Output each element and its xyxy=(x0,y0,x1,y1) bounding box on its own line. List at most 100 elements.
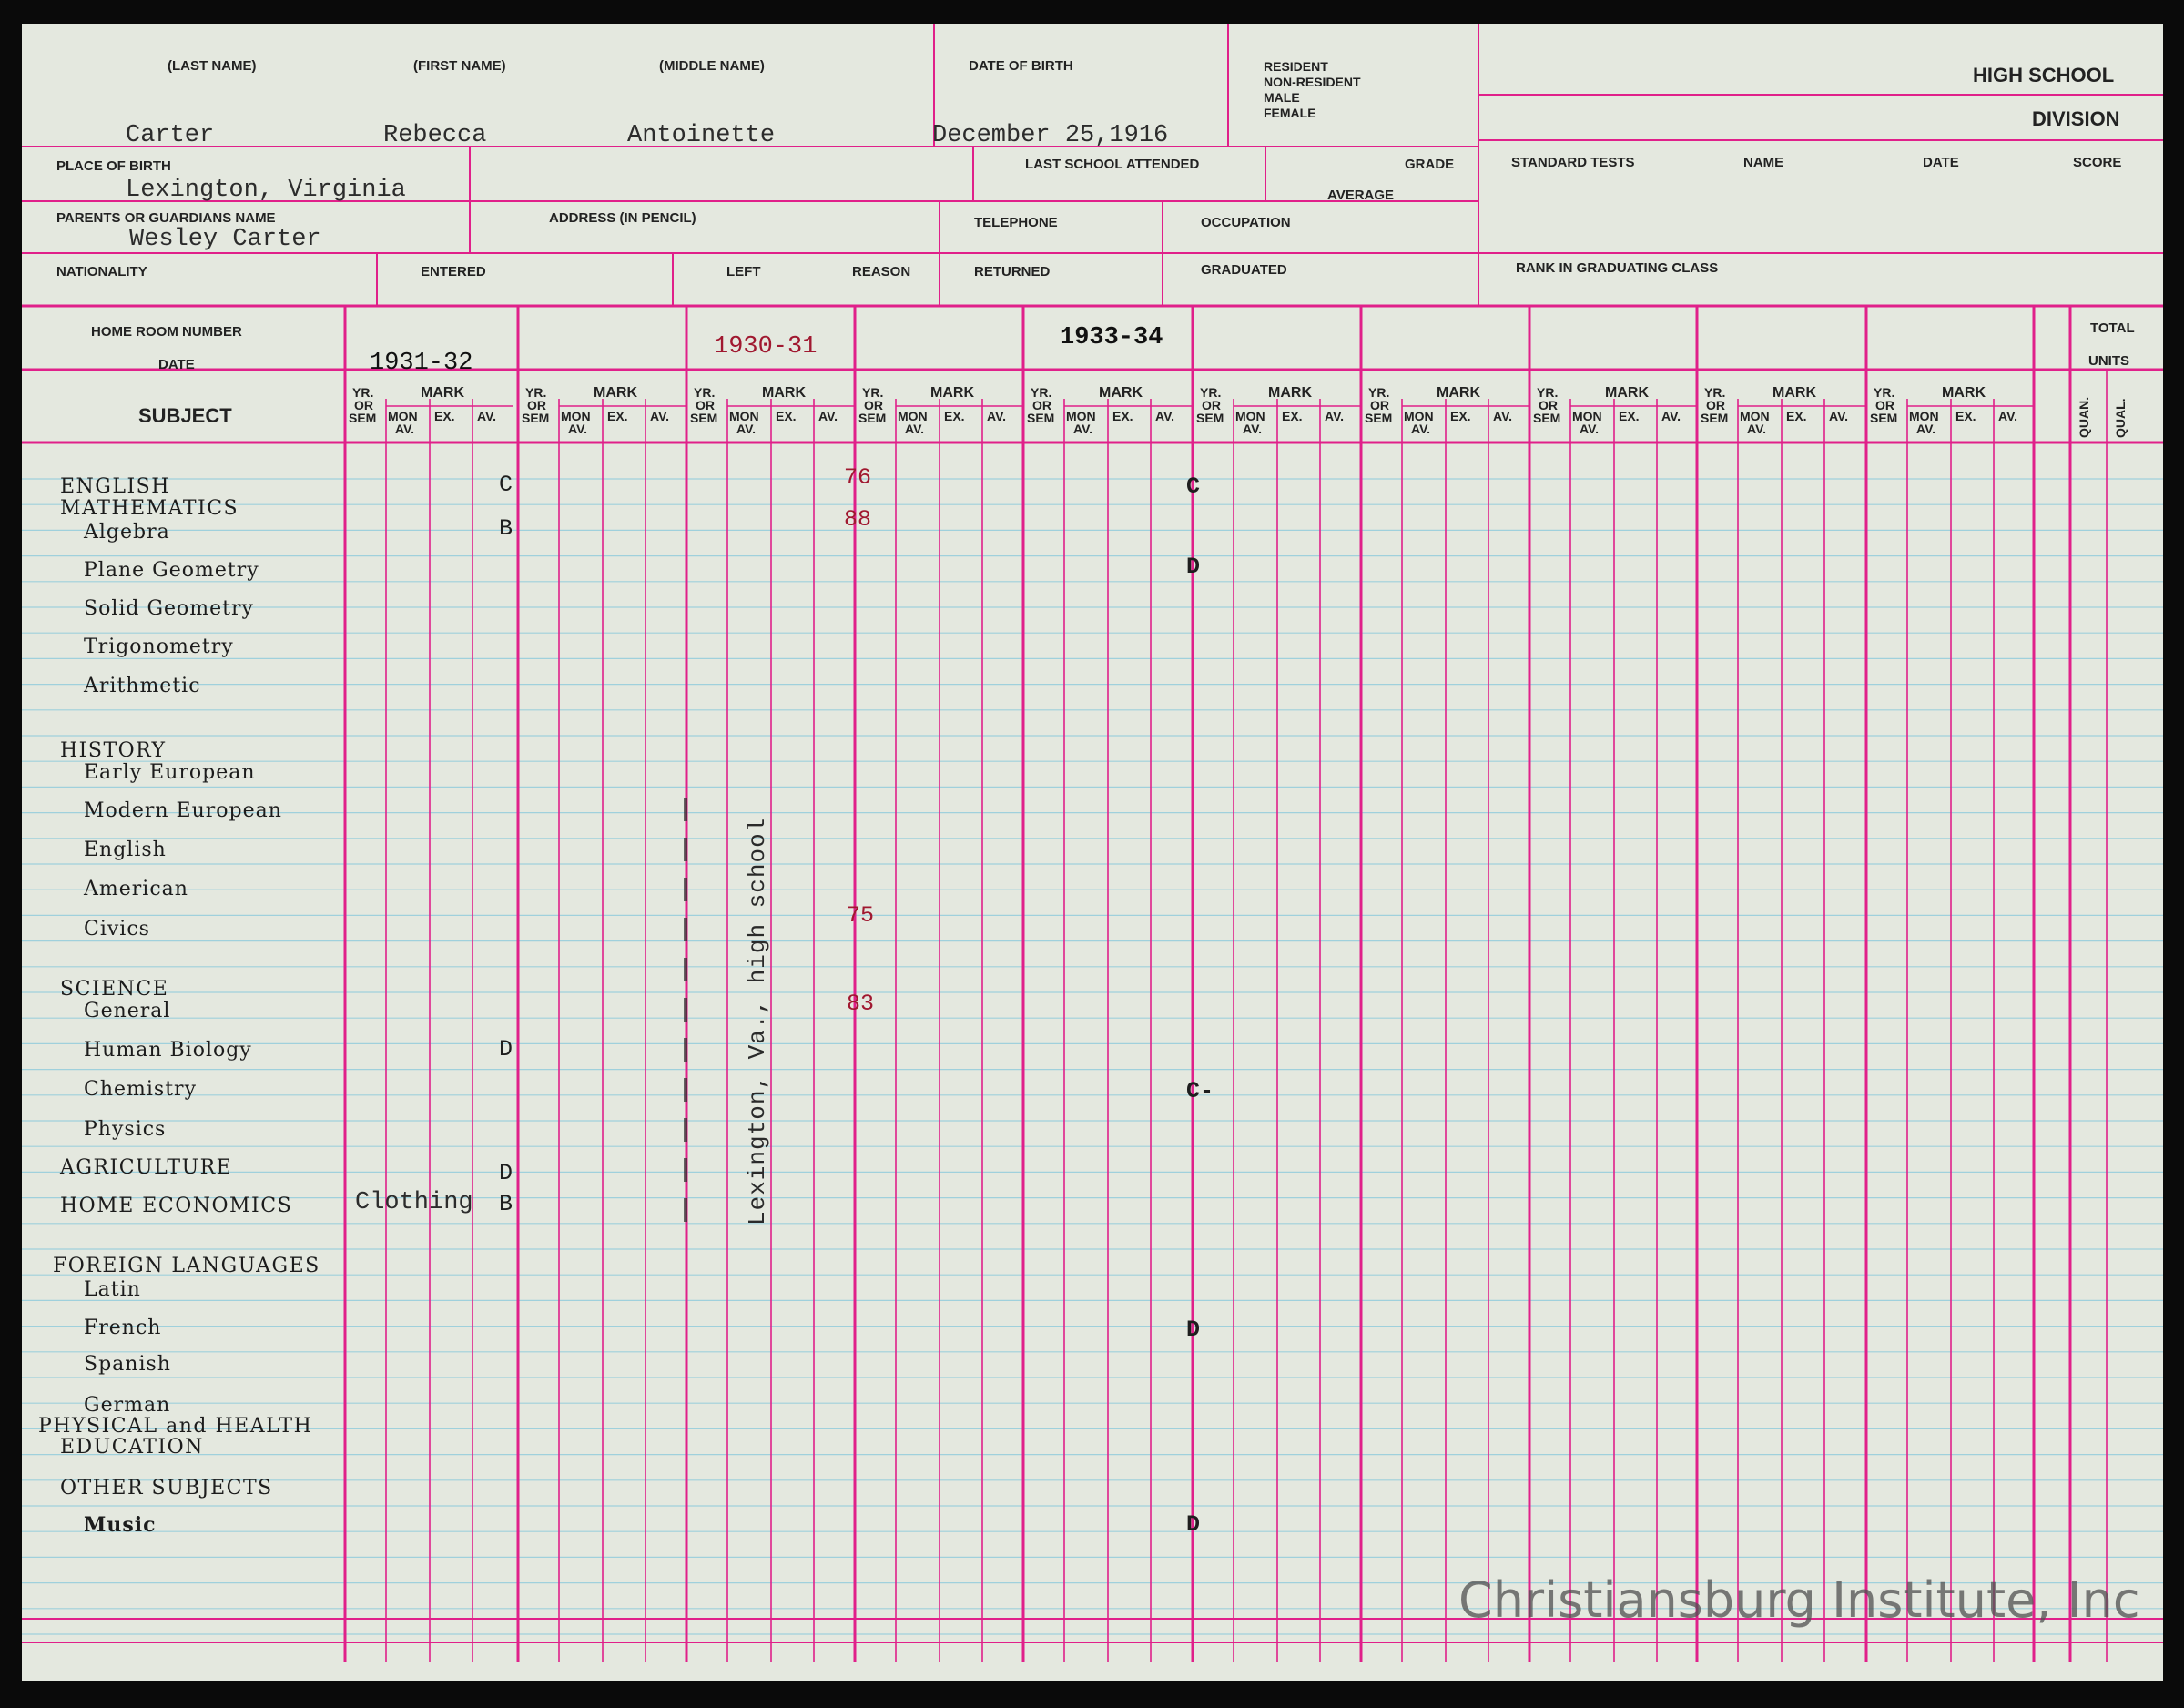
subject-label: Civics xyxy=(84,918,150,940)
col-header-mon-av: AV. xyxy=(736,422,757,436)
stamp-smudge xyxy=(684,798,687,1225)
subject-label: MATHEMATICS xyxy=(60,497,239,520)
col-header-or: OR xyxy=(354,398,373,412)
col-header-mon-av: AV. xyxy=(568,422,588,436)
col-header-yr: YR. xyxy=(1874,385,1895,400)
col-header-or: OR xyxy=(527,398,546,412)
col-header-mon: MON xyxy=(898,409,928,423)
col-header-mon-av: AV. xyxy=(1580,422,1600,436)
col-header-ex: EX. xyxy=(776,409,797,423)
col-header-mon: MON xyxy=(388,409,418,423)
col-header-mon: MON xyxy=(1909,409,1939,423)
col-header-or: OR xyxy=(1202,398,1221,412)
col-header-mon: MON xyxy=(1235,409,1265,423)
label-date-of-birth: DATE OF BIRTH xyxy=(969,58,1073,74)
label-returned: RETURNED xyxy=(974,264,1051,280)
subject-label: SCIENCE xyxy=(60,978,169,1001)
col-header-ex: EX. xyxy=(1112,409,1133,423)
col-header-sem: SEM xyxy=(522,411,550,425)
col-header-av: AV. xyxy=(1829,409,1849,423)
subject-label: PHYSICAL and HEALTH xyxy=(38,1415,313,1438)
col-header-ex: EX. xyxy=(607,409,628,423)
mark-french-1933: D xyxy=(1186,1317,1201,1343)
subject-label: American xyxy=(84,878,188,900)
col-header-or: OR xyxy=(1539,398,1558,412)
mark-home-economics-1931: B xyxy=(499,1191,513,1217)
subject-label: Physics xyxy=(84,1118,167,1141)
label-standard-tests: STANDARD TESTS xyxy=(1511,155,1635,170)
subject-label: General xyxy=(84,1000,171,1022)
label-resident: RESIDENT xyxy=(1264,59,1328,74)
mark-english-1933: C xyxy=(1186,473,1201,500)
col-header-mark: MARK xyxy=(1099,385,1143,401)
col-header-mon: MON xyxy=(729,409,759,423)
col-header-ex: EX. xyxy=(1619,409,1640,423)
col-header-mon-av: AV. xyxy=(905,422,925,436)
label-female: FEMALE xyxy=(1264,106,1316,120)
mark-human-biology-1931: D xyxy=(499,1036,513,1062)
watermark: Christiansburg Institute, Inc xyxy=(1458,1571,2140,1629)
label-first-name: (FIRST NAME) xyxy=(413,58,506,74)
col-header-mon: MON xyxy=(1066,409,1096,423)
col-header-yr: YR. xyxy=(352,385,374,400)
col-header-ex: EX. xyxy=(1282,409,1303,423)
col-header-sem: SEM xyxy=(690,411,718,425)
col-header-yr: YR. xyxy=(525,385,547,400)
subject-label: Spanish xyxy=(84,1353,171,1376)
subject-label: EDUCATION xyxy=(60,1436,204,1459)
value-first-name: Rebecca xyxy=(383,122,487,149)
col-header-or: OR xyxy=(696,398,715,412)
col-header-sem: SEM xyxy=(1870,411,1898,425)
col-header-or: OR xyxy=(864,398,883,412)
col-header-or: OR xyxy=(1370,398,1389,412)
label-non-resident: NON-RESIDENT xyxy=(1264,75,1361,89)
label-graduated: GRADUATED xyxy=(1201,262,1287,278)
label-left: LEFT xyxy=(726,264,761,280)
value-middle-name: Antoinette xyxy=(627,122,776,149)
label-grade: GRADE xyxy=(1405,157,1455,172)
mark-general-science-1930: 83 xyxy=(847,991,875,1017)
label-telephone: TELEPHONE xyxy=(974,215,1058,230)
subject-label: German xyxy=(84,1394,171,1417)
col-header-yr: YR. xyxy=(694,385,716,400)
col-header-ex: EX. xyxy=(1786,409,1807,423)
col-header-mon: MON xyxy=(1740,409,1770,423)
col-header-yr: YR. xyxy=(1200,385,1222,400)
label-nationality: NATIONALITY xyxy=(56,264,147,280)
label-middle-name: (MIDDLE NAME) xyxy=(659,58,765,74)
col-header-qual: QUAL. xyxy=(2113,398,2128,438)
mark-algebra-1931: B xyxy=(499,515,513,542)
col-header-mark: MARK xyxy=(1773,385,1816,401)
subject-label: Music xyxy=(84,1513,157,1537)
col-header-av: AV. xyxy=(1493,409,1513,423)
col-header-mark: MARK xyxy=(1605,385,1649,401)
col-header-av: AV. xyxy=(818,409,838,423)
col-header-sem: SEM xyxy=(1196,411,1224,425)
label-division: DIVISION xyxy=(2032,107,2120,130)
col-header-mark: MARK xyxy=(421,385,464,401)
mark-algebra-1930: 88 xyxy=(844,506,872,533)
subject-label: Solid Geometry xyxy=(84,597,254,620)
label-male: MALE xyxy=(1264,90,1300,105)
col-header-ex: EX. xyxy=(434,409,455,423)
subject-label: HOME ECONOMICS xyxy=(60,1195,293,1217)
school-stamp: Lexington, Va., high school xyxy=(744,817,771,1225)
col-header-mark: MARK xyxy=(1268,385,1312,401)
col-header-mark: MARK xyxy=(594,385,637,401)
label-reason: REASON xyxy=(852,264,911,280)
col-header-mark: MARK xyxy=(930,385,974,401)
col-header-sem: SEM xyxy=(1365,411,1393,425)
school-record-card: (LAST NAME) (FIRST NAME) (MIDDLE NAME) D… xyxy=(22,24,2163,1681)
subject-label: Human Biology xyxy=(84,1039,252,1062)
subject-label: Chemistry xyxy=(84,1078,197,1101)
mark-english-1930: 76 xyxy=(844,464,872,491)
col-header-ex: EX. xyxy=(1955,409,1976,423)
col-header-or: OR xyxy=(1875,398,1894,412)
subject-label: Arithmetic xyxy=(84,675,201,697)
col-header-mon-av: AV. xyxy=(1073,422,1093,436)
label-last-school: LAST SCHOOL ATTENDED xyxy=(1025,157,1200,172)
col-header-mark: MARK xyxy=(1942,385,1986,401)
label-subject: SUBJECT xyxy=(138,404,232,427)
value-date-of-birth: December 25,1916 xyxy=(932,122,1169,149)
col-header-mon: MON xyxy=(1572,409,1602,423)
